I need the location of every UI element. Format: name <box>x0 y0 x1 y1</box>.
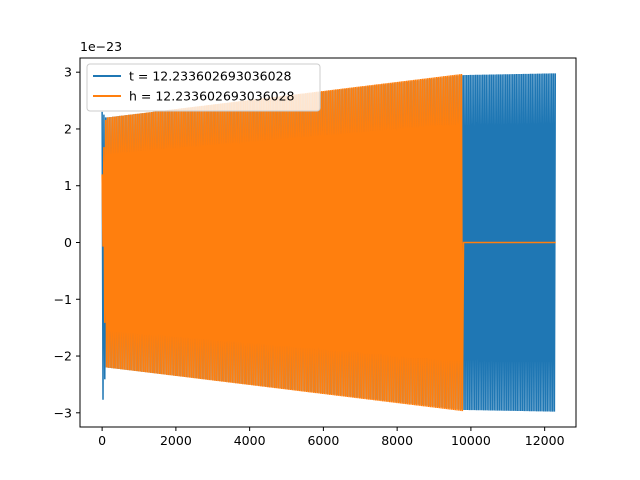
x-tick-label: 4000 <box>234 433 266 448</box>
x-tick-label: 12000 <box>525 433 565 448</box>
y-tick-label: −3 <box>54 405 72 420</box>
y-tick-label: 1 <box>64 178 72 193</box>
y-tick-label: 3 <box>64 65 72 80</box>
x-tick-label: 10000 <box>451 433 491 448</box>
legend-label: t = 12.233602693036028 <box>129 69 292 84</box>
x-tick-label: 6000 <box>307 433 339 448</box>
x-tick-label: 2000 <box>160 433 192 448</box>
legend-label: h = 12.233602693036028 <box>129 89 295 104</box>
y-axis: −3 −2 −1 0 1 2 3 <box>54 65 80 420</box>
series-line-2 <box>101 74 556 412</box>
series-layer <box>101 73 557 412</box>
y-tick-label: 2 <box>64 121 72 136</box>
y-tick-label: −1 <box>54 292 72 307</box>
legend: t = 12.233602693036028 h = 12.23360269303… <box>86 63 321 112</box>
x-tick-label: 0 <box>98 433 106 448</box>
y-tick-label: −2 <box>54 349 72 364</box>
x-axis: 0 2000 4000 6000 8000 10000 12000 <box>98 427 565 448</box>
y-offset-label: 1e−23 <box>80 39 122 54</box>
y-tick-label: 0 <box>64 235 72 250</box>
x-tick-label: 8000 <box>381 433 413 448</box>
legend-box <box>86 63 321 112</box>
